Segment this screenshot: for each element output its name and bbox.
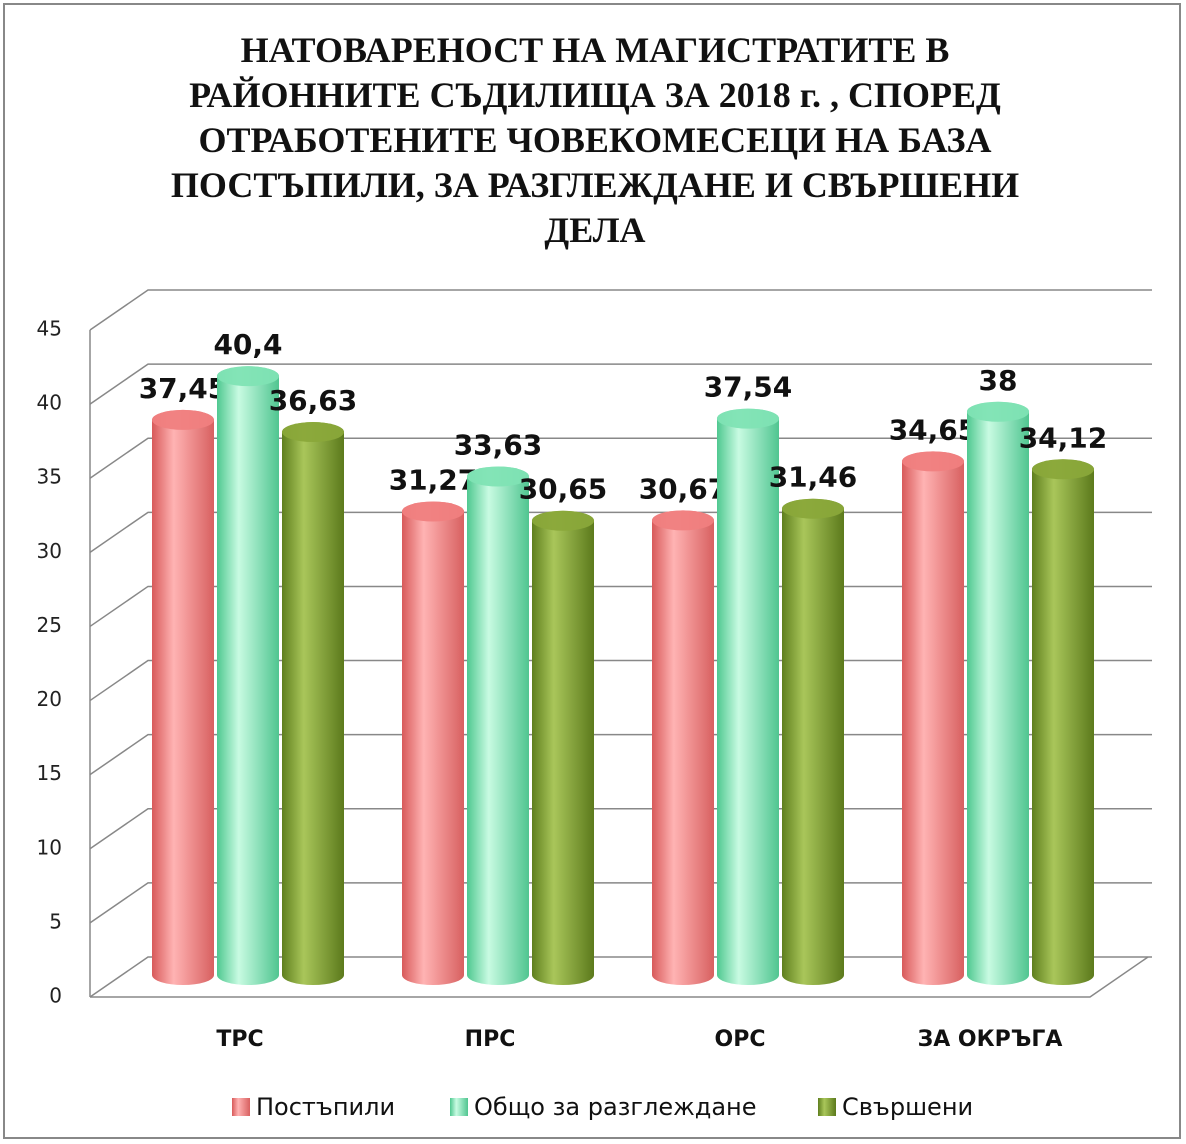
bar xyxy=(782,498,844,985)
bar-top xyxy=(967,401,1029,422)
bar xyxy=(717,408,779,985)
bar xyxy=(217,366,279,985)
y-tick-label: 0 xyxy=(49,984,62,1008)
grid-line xyxy=(89,289,1152,331)
bar xyxy=(282,422,344,986)
y-tick-label: 5 xyxy=(49,909,62,933)
legend-label: Общо за разглеждане xyxy=(474,1093,757,1121)
bar-top xyxy=(152,409,214,430)
value-label: 31,46 xyxy=(769,461,858,494)
value-label: 34,65 xyxy=(889,413,978,446)
value-label: 40,4 xyxy=(213,328,282,361)
y-tick-label: 20 xyxy=(37,687,62,711)
bar xyxy=(652,510,714,985)
bar-top xyxy=(532,510,594,531)
bar xyxy=(1032,459,1094,986)
value-label: 30,65 xyxy=(519,473,608,506)
y-tick-label: 15 xyxy=(37,761,62,785)
floor xyxy=(90,956,1149,998)
bar xyxy=(152,409,214,985)
legend-label: Свършени xyxy=(842,1093,973,1121)
value-label: 36,63 xyxy=(269,384,358,417)
y-tick-label: 40 xyxy=(37,391,62,415)
chart-title: НАТОВАРЕНОСТ НА МАГИСТРАТИТЕ В РАЙОННИТЕ… xyxy=(170,30,1020,250)
value-label: 33,63 xyxy=(454,429,543,462)
bar xyxy=(902,451,964,985)
value-label: 37,45 xyxy=(139,372,228,405)
bar-top xyxy=(717,408,779,429)
bar xyxy=(532,510,594,985)
bar-top xyxy=(782,498,844,519)
bar-top xyxy=(467,466,529,487)
grid-line xyxy=(89,363,1152,405)
value-label: 30,67 xyxy=(639,472,728,505)
legend-swatch xyxy=(450,1098,468,1116)
y-tick-label: 25 xyxy=(37,613,62,637)
bar xyxy=(402,501,464,985)
bar-top xyxy=(217,366,279,387)
value-label: 31,27 xyxy=(389,464,478,497)
x-tick-label: ТРС xyxy=(216,1027,263,1052)
y-tick-label: 45 xyxy=(37,317,62,341)
legend-swatch xyxy=(818,1098,836,1116)
bar xyxy=(967,401,1029,985)
grid-line xyxy=(89,437,1152,479)
x-tick-label: ОРС xyxy=(715,1027,766,1052)
value-label: 34,12 xyxy=(1019,421,1108,454)
bar xyxy=(467,466,529,985)
bar-top xyxy=(282,422,344,443)
y-tick-label: 30 xyxy=(37,539,62,563)
legend-label: Постъпили xyxy=(256,1093,395,1121)
value-label: 38 xyxy=(979,364,1018,397)
bar-top xyxy=(652,510,714,531)
x-tick-label: ЗА ОКРЪГА xyxy=(918,1027,1063,1052)
y-tick-label: 35 xyxy=(37,465,62,489)
chart-border xyxy=(3,3,1181,1139)
bar-top xyxy=(902,451,964,472)
bar-top xyxy=(1032,459,1094,480)
value-label: 37,54 xyxy=(704,371,793,404)
legend-swatch xyxy=(232,1098,250,1116)
x-tick-label: ПРС xyxy=(465,1027,516,1052)
bar-top xyxy=(402,501,464,522)
y-tick-label: 10 xyxy=(37,835,62,859)
